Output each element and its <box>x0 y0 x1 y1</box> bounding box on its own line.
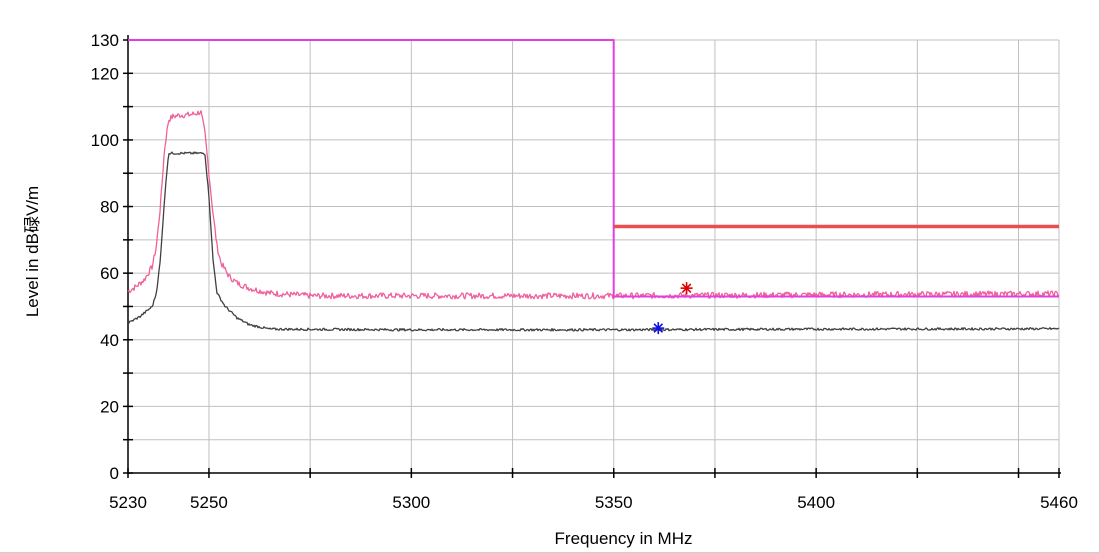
x-tick-label: 5300 <box>392 493 430 512</box>
series-peak <box>127 110 1060 300</box>
tick-labels: 0 20 40 60 80 100 120 130 5230 5250 5300 5350 5400 54… <box>91 31 1078 512</box>
series <box>127 39 1060 332</box>
y-tick-label: 60 <box>100 264 119 283</box>
x-tick-label: 5250 <box>190 493 228 512</box>
x-tick-label: 5350 <box>595 493 633 512</box>
y-tick-label: 20 <box>100 397 119 416</box>
series-limit-step <box>128 39 1059 298</box>
peak-marker <box>680 282 693 295</box>
x-axis-title: Frequency in MHz <box>555 529 693 548</box>
x-tick-label: 5230 <box>109 493 147 512</box>
y-tick-label: 0 <box>110 464 119 483</box>
average-marker <box>652 322 665 335</box>
y-axis-title: Level in dB碌V/m <box>23 186 42 317</box>
x-tick-label: 5400 <box>797 493 835 512</box>
axes <box>123 35 1061 478</box>
y-tick-label: 40 <box>100 331 119 350</box>
x-tick-label: 5460 <box>1040 493 1078 512</box>
series-average <box>128 151 1060 332</box>
y-tick-label: 100 <box>91 131 119 150</box>
y-tick-label: 120 <box>91 64 119 83</box>
markers <box>652 282 693 335</box>
y-tick-label: 130 <box>91 31 119 50</box>
y-tick-label: 80 <box>100 198 119 217</box>
grid <box>128 39 1060 473</box>
